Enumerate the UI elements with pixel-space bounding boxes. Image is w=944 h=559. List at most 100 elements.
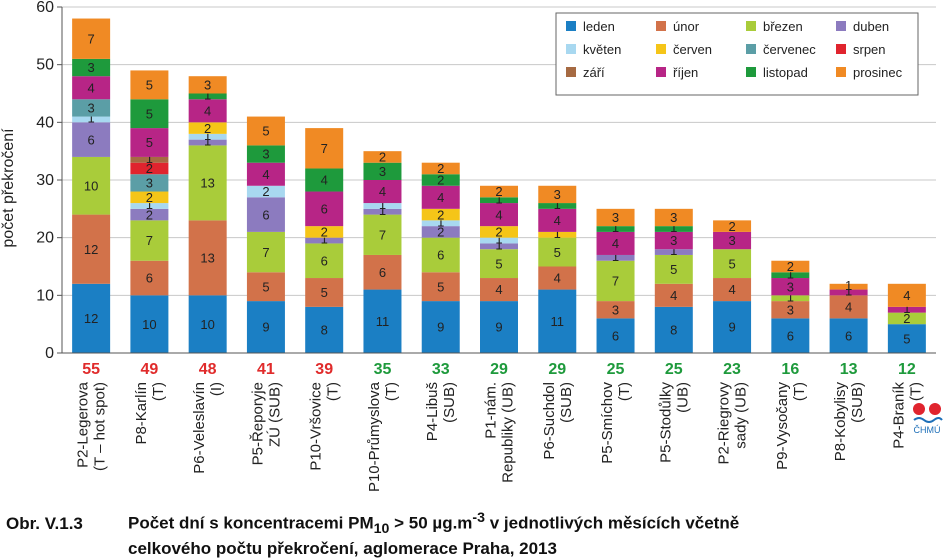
- bar-segment: [363, 203, 402, 209]
- bars: 1212106134371067212321555101313112413957…: [72, 18, 926, 353]
- segment-value-label: 4: [728, 282, 735, 297]
- bar-segment: [596, 226, 635, 232]
- legend-swatch: [746, 21, 756, 31]
- total-label: 39: [315, 361, 333, 378]
- bar-segment: [421, 220, 460, 227]
- bar-segment: [596, 260, 635, 302]
- segment-value-label: 7: [379, 227, 386, 242]
- logo-red-circle-right: [929, 403, 941, 415]
- bar-segment: [363, 254, 402, 290]
- segment-value-label: 6: [321, 253, 328, 268]
- bar-segment: [771, 295, 810, 302]
- y-tick-label: 60: [36, 0, 54, 16]
- segment-value-label: 6: [379, 265, 386, 280]
- bar-segment: [246, 197, 285, 232]
- legend-swatch: [746, 67, 756, 77]
- segment-value-label: 1: [204, 128, 211, 143]
- y-tick-label: 10: [36, 287, 54, 304]
- segment-value-label: 4: [437, 190, 444, 205]
- bar-segment: [305, 168, 344, 192]
- segment-value-label: 1: [204, 134, 211, 149]
- segment-value-label: 6: [787, 328, 794, 343]
- segment-value-label: 8: [670, 323, 677, 338]
- segment-value-label: 1: [554, 197, 561, 212]
- category-label: P6-Suchdol: [541, 382, 558, 460]
- segment-value-label: 11: [551, 314, 565, 329]
- total-label: 35: [374, 361, 392, 378]
- category-label: P2-Legerova: [75, 381, 92, 468]
- bar-stack: 9 5 7 6 2 4 3 5: [246, 116, 285, 353]
- bar-segment: [188, 122, 227, 134]
- bar-segment: [596, 301, 635, 319]
- segment-value-label: 2: [321, 225, 328, 240]
- segment-value-label: 6: [321, 202, 328, 217]
- segment-value-label: 4: [88, 80, 95, 95]
- segment-value-label: 12: [84, 242, 98, 257]
- segment-value-label: 4: [379, 184, 386, 199]
- bar-segment: [421, 226, 460, 238]
- legend-label: červen: [673, 42, 712, 57]
- caption-text-3: v jednotlivých měsících včetně: [485, 513, 740, 533]
- category-label: (SUB): [441, 382, 458, 423]
- segment-value-label: 9: [495, 320, 502, 335]
- segment-value-label: 2: [437, 161, 444, 176]
- segment-value-label: 4: [204, 103, 211, 118]
- category-label: (T): [325, 382, 342, 401]
- bar-segment: [480, 278, 518, 302]
- legend-swatch: [566, 21, 576, 31]
- y-tick-label: 0: [45, 345, 54, 362]
- total-label: 48: [199, 361, 217, 378]
- bar-segment: [654, 226, 693, 232]
- caption-prefix: Obr. V.1.3: [6, 513, 83, 533]
- bar-segment: [654, 254, 693, 284]
- bar-stack: 5 214: [887, 283, 926, 353]
- segment-value-label: 6: [437, 248, 444, 263]
- category-label: (T): [907, 382, 924, 401]
- segment-value-label: 5: [146, 106, 153, 121]
- category-label: P8-Karlín: [133, 382, 150, 445]
- bar-segment: [654, 306, 693, 353]
- bar-segment: [596, 208, 635, 227]
- bar-segment: [246, 301, 285, 353]
- legend-label: leden: [583, 19, 615, 34]
- legend-box: [555, 12, 919, 96]
- bar-segment: [130, 128, 169, 157]
- legend-label: září: [583, 65, 605, 80]
- segment-value-label: 6: [262, 207, 269, 222]
- segment-value-label: 2: [437, 207, 444, 222]
- bar-segment: [887, 306, 926, 313]
- segment-value-label: 1: [437, 214, 444, 229]
- category-label: (T – hot spot): [92, 382, 109, 471]
- segment-value-label: 1: [204, 88, 211, 103]
- category-labels: P2-Legerova (T – hot spot) P8-Karlín (T) P6-…: [75, 381, 925, 492]
- y-tick-label: 40: [36, 114, 54, 131]
- bar-stack: 8 5 6 12 6 4 7: [305, 128, 344, 353]
- segment-value-label: 5: [321, 285, 328, 300]
- bar-segment: [188, 133, 227, 140]
- legend-label: říjen: [673, 65, 698, 80]
- segment-value-label: 5: [495, 256, 502, 271]
- caption-subscript: 10: [373, 521, 390, 538]
- segment-value-label: 6: [845, 328, 852, 343]
- category-label: P8-Kobylisy: [832, 382, 849, 462]
- category-label: ZÚ (SUB): [266, 382, 283, 447]
- segment-value-label: 2: [728, 219, 735, 234]
- bar-segment: [480, 249, 518, 279]
- caption-text-2: > 50 µg.m: [389, 513, 473, 533]
- bar-segment: [305, 128, 344, 169]
- segment-value-label: 3: [146, 176, 153, 191]
- segment-value-label: 3: [88, 101, 95, 116]
- segment-value-label: 3: [612, 210, 619, 225]
- bar-segment: [130, 260, 169, 296]
- total-label: 12: [898, 361, 916, 378]
- bar-segment: [246, 272, 285, 302]
- segment-value-label: 1: [670, 220, 677, 235]
- segment-value-label: 1: [554, 226, 561, 241]
- segment-value-label: 7: [146, 233, 153, 248]
- y-tick-label: 30: [36, 172, 54, 189]
- bar-segment: [480, 243, 518, 250]
- bar-segment: [480, 185, 518, 198]
